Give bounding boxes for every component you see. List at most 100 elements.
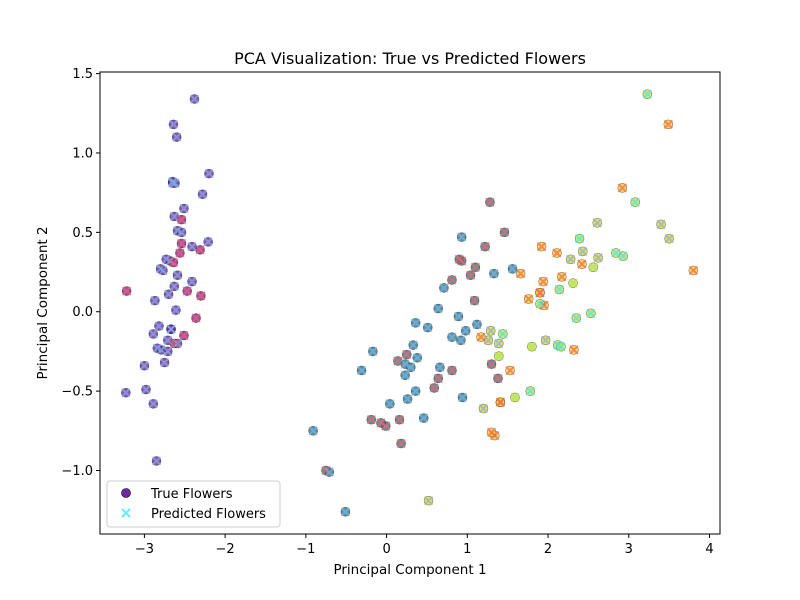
legend-label-predicted-flowers: Predicted Flowers xyxy=(151,507,266,522)
predicted-flower-point xyxy=(495,397,506,407)
predicted-flower-point xyxy=(366,414,376,425)
x-tick-label: −3 xyxy=(135,542,154,557)
predicted-flower-point xyxy=(456,335,466,346)
predicted-flower-point xyxy=(182,286,192,296)
predicted-flower-point xyxy=(664,233,674,244)
predicted-flower-point xyxy=(148,329,158,339)
predicted-flower-point xyxy=(688,265,699,276)
predicted-flower-point xyxy=(154,321,164,331)
predicted-flower-point xyxy=(121,286,132,296)
predicted-flower-point xyxy=(476,332,486,342)
legend-marker-true-flowers xyxy=(121,488,131,498)
predicted-flower-point xyxy=(618,251,628,261)
x-axis-ticks: −3 −2 −1 0 1 2 3 4 xyxy=(135,534,714,557)
predicted-flower-point xyxy=(435,362,445,373)
predicted-flower-point xyxy=(499,227,510,238)
predicted-flower-point xyxy=(410,386,421,396)
predicted-flower-point xyxy=(507,264,518,274)
predicted-flower-point xyxy=(565,254,576,265)
x-tick-label: −1 xyxy=(296,542,315,557)
predicted-flower-point xyxy=(460,326,471,336)
predicted-flower-point xyxy=(485,197,495,207)
predicted-flower-point xyxy=(139,361,150,371)
predicted-flower-point xyxy=(568,278,578,288)
predicted-flower-point xyxy=(408,340,418,350)
predicted-flower-point xyxy=(340,507,351,517)
predicted-flower-point xyxy=(141,384,151,395)
predicted-flower-point xyxy=(412,353,422,363)
predicted-flower-point xyxy=(527,341,537,352)
predicted-flower-point xyxy=(171,305,181,315)
predicted-flower-point xyxy=(592,218,602,228)
predicted-flower-point xyxy=(447,365,457,376)
predicted-flower-point xyxy=(552,248,562,258)
predicted-flower-point xyxy=(324,467,334,477)
predicted-flower-point xyxy=(168,119,179,130)
predicted-flower-point xyxy=(166,324,176,334)
predicted-flower-point xyxy=(523,294,534,304)
predicted-flower-point xyxy=(396,438,406,449)
predicted-flower-point xyxy=(176,214,187,225)
x-tick-label: −2 xyxy=(216,542,235,557)
predicted-flower-point xyxy=(368,346,378,357)
legend-box xyxy=(106,480,281,528)
predicted-flower-point xyxy=(393,356,403,366)
predicted-flower-point xyxy=(168,257,179,268)
y-axis-ticks: −1.0 −0.5 0.0 0.5 1.0 1.5 xyxy=(61,67,100,479)
predicted-flower-point xyxy=(447,275,457,285)
predicted-flower-point xyxy=(191,313,201,323)
predicted-flower-point xyxy=(171,132,182,142)
predicted-flower-point xyxy=(161,254,171,265)
predicted-flower-point xyxy=(486,359,497,369)
predicted-flower-point xyxy=(493,373,503,384)
predicted-flower-point xyxy=(179,203,189,214)
predicted-flower-point xyxy=(189,94,200,104)
predicted-flower-point xyxy=(656,219,666,230)
predicted-flower-point xyxy=(376,418,386,428)
y-tick-label: 1.5 xyxy=(72,67,93,82)
predicted-flower-point xyxy=(483,335,494,346)
predicted-flower-point xyxy=(176,238,187,249)
predicted-flower-point xyxy=(453,311,464,322)
predicted-flower-point xyxy=(148,399,158,409)
predicted-flower-point xyxy=(498,329,508,339)
predicted-flower-point xyxy=(630,197,640,207)
predicted-flower-point xyxy=(196,291,206,301)
predicted-flower-point xyxy=(663,119,674,130)
predicted-flower-point xyxy=(197,189,208,199)
x-tick-label: 3 xyxy=(625,542,633,557)
predicted-flower-point xyxy=(150,295,160,306)
predicted-flower-point xyxy=(536,241,547,252)
predicted-flower-point xyxy=(538,276,548,287)
points-layer xyxy=(121,89,699,517)
predicted-flower-point xyxy=(163,335,173,346)
predicted-flower-point xyxy=(586,308,596,319)
predicted-flower-point xyxy=(121,387,131,398)
predicted-flower-point xyxy=(535,287,545,298)
y-tick-label: 1.0 xyxy=(72,146,93,161)
predicted-flower-point xyxy=(571,313,582,323)
chart-title: PCA Visualization: True vs Predicted Flo… xyxy=(234,49,586,68)
predicted-flower-point xyxy=(578,246,588,257)
predicted-flower-point xyxy=(478,403,489,414)
predicted-flower-point xyxy=(204,168,214,179)
predicted-flower-point xyxy=(588,262,598,272)
predicted-flower-point xyxy=(203,237,213,247)
predicted-flower-point xyxy=(175,248,185,258)
predicted-flower-point xyxy=(494,351,504,361)
predicted-flower-point xyxy=(172,338,183,349)
predicted-flower-point xyxy=(172,270,183,280)
predicted-flower-point xyxy=(385,399,395,409)
y-tick-label: 0.0 xyxy=(72,305,93,320)
predicted-flower-point xyxy=(456,232,467,242)
predicted-flower-point xyxy=(410,318,421,328)
x-tick-label: 2 xyxy=(544,542,552,557)
predicted-flower-point xyxy=(457,392,468,403)
x-axis-label: Principal Component 1 xyxy=(333,562,486,578)
plot-frame xyxy=(99,71,721,535)
predicted-flower-point xyxy=(433,373,443,384)
legend-marker-predicted-flowers xyxy=(121,508,131,518)
predicted-flower-point xyxy=(158,265,168,276)
predicted-flower-point xyxy=(489,268,499,279)
